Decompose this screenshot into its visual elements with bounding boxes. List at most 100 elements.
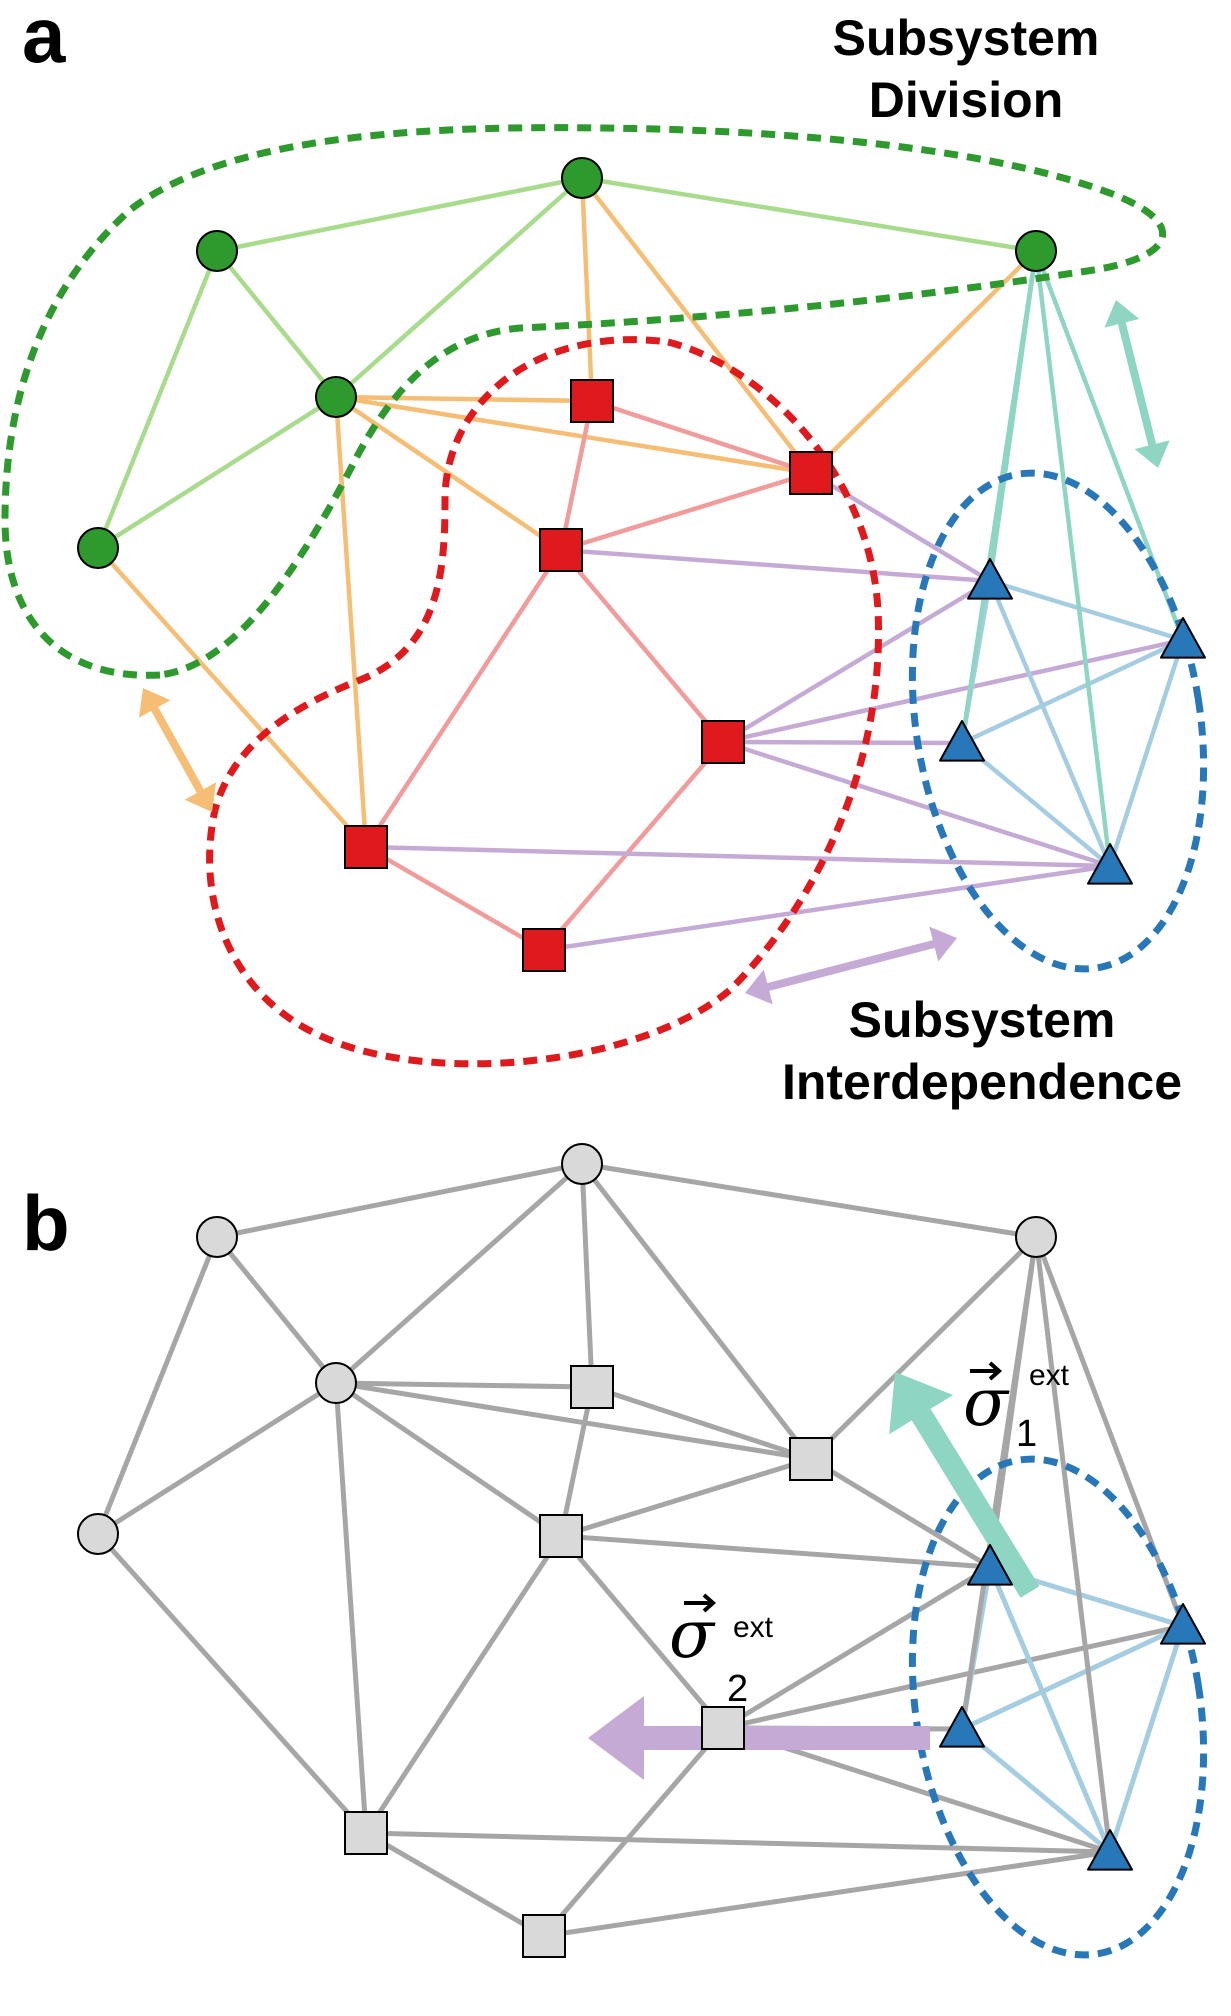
circle-node-G1: [561, 1143, 603, 1185]
blue-subsystem-boundary-b: [908, 1455, 1208, 1959]
edge-R6-B4: [541, 1849, 1113, 1939]
edge-G3-R2: [808, 1234, 1039, 1462]
edge-R5-B4: [363, 1830, 1113, 1855]
edge-G4-R5: [333, 1380, 369, 1836]
red-subsystem-boundary: [206, 336, 883, 1068]
edge-G2-G4: [214, 1234, 339, 1386]
edge-R5-B4: [363, 844, 1113, 869]
sigma-1-symbol: σ: [963, 1364, 1010, 1441]
edge-R3-R5: [363, 547, 564, 850]
sigma-2-vector-arrow: [684, 1593, 717, 1613]
panel-a-interdependence-arrows: [138, 300, 1170, 1005]
circle-node-G3: [1015, 1216, 1057, 1258]
edge-G2-G5: [95, 1234, 220, 1537]
edge-G3-B4: [1033, 1234, 1113, 1855]
edge-B2-B3: [959, 1623, 1186, 1732]
edge-R4-B1: [720, 1564, 993, 1731]
triangle-node-B4: [1087, 1829, 1133, 1871]
edge-G1-R2: [579, 1161, 814, 1462]
edge-R1-R3: [558, 1384, 595, 1539]
triangle-node-B3: [939, 720, 985, 762]
edge-R5-R6: [363, 844, 547, 953]
square-node-R5: [344, 1811, 388, 1855]
triangle-node-B1: [967, 1544, 1013, 1586]
panel-a-subsystem-boundaries: [1, 124, 1208, 1068]
caption-subsystem-division-line2: Division: [869, 72, 1063, 128]
edge-G4-G5: [95, 394, 339, 551]
circle-node-G2: [196, 1216, 238, 1258]
edge-G3-B3: [959, 248, 1039, 746]
square-node-R4: [701, 720, 745, 764]
square-node-R1: [570, 1365, 614, 1409]
edge-G4-R2: [333, 394, 814, 476]
edge-B1-B4: [987, 1564, 1113, 1855]
edge-R3-R2: [558, 470, 814, 553]
triangle-node-B3: [939, 1706, 985, 1748]
sigma-2-subscript: 2: [727, 1668, 748, 1710]
edge-R4-B2: [720, 637, 1186, 745]
caption-subsystem-division-line1: Subsystem: [833, 10, 1100, 66]
triangle-node-B1: [967, 558, 1013, 600]
sigma-1-superscript: ext: [1029, 1359, 1070, 1392]
edge-R1-R2: [589, 398, 814, 476]
edge-R5-R6: [363, 1830, 547, 1939]
edge-G5-R5: [95, 545, 369, 850]
edge-R1-R2: [589, 1384, 814, 1462]
edge-R4-B1: [720, 578, 993, 745]
panel-a: a Subsystem Division Subsystem Interdepe…: [1, 0, 1208, 1110]
sigma-2-superscript: ext: [733, 1611, 774, 1644]
edge-G1-G3: [579, 175, 1039, 254]
square-node-R5: [344, 825, 388, 869]
circle-node-G5: [77, 1513, 119, 1555]
circle-node-G4: [315, 376, 357, 418]
square-node-R6: [522, 1914, 566, 1958]
edge-G4-R3: [333, 1380, 564, 1539]
caption-subsystem-interdependence-line2: Interdependence: [782, 1054, 1182, 1110]
edge-R2-B1: [808, 1456, 993, 1570]
edge-G4-R5: [333, 394, 369, 850]
panel-b-letter: b: [22, 1179, 70, 1267]
sigma-1-subscript: 1: [1016, 1413, 1037, 1455]
sigma-1-vector-arrow: [970, 1361, 1003, 1381]
triangle-node-B2: [1160, 1603, 1206, 1645]
circle-node-G2: [196, 230, 238, 272]
circle-node-G1: [561, 157, 603, 199]
edge-R3-B1: [558, 547, 993, 584]
circle-node-G5: [77, 527, 119, 569]
square-node-R3: [539, 528, 583, 572]
edge-R4-R6: [541, 739, 726, 953]
edge-R1-R3: [558, 398, 595, 553]
edge-B2-B4: [1107, 637, 1186, 869]
edge-G1-R2: [579, 175, 814, 476]
edge-B1-B2: [987, 578, 1186, 643]
square-node-R3: [539, 1514, 583, 1558]
orange-double-arrow: [138, 688, 217, 812]
edge-R4-B2: [720, 1623, 1186, 1731]
sigma-ext-2-arrow: [588, 1696, 930, 1780]
green-subsystem-boundary: [1, 124, 1166, 679]
edge-G4-R1: [333, 394, 595, 404]
edge-G1-R1: [579, 1161, 595, 1390]
edge-G3-B2: [1033, 248, 1186, 643]
panel-a-nodes: [77, 157, 1206, 972]
edge-R3-R4: [558, 1533, 726, 1731]
sigma-ext-1-label: σ ext 1: [963, 1359, 1070, 1455]
panel-a-letter: a: [22, 0, 66, 79]
edge-G3-B4: [1033, 248, 1113, 869]
sigma-ext-2-label: σ ext 2: [669, 1593, 774, 1710]
edge-G1-R1: [579, 175, 595, 404]
edge-R4-B3: [720, 739, 965, 746]
edge-B3-B4: [959, 740, 1113, 869]
edge-G1-G4: [333, 1161, 585, 1386]
edge-B2-B3: [959, 637, 1186, 746]
edge-G1-G3: [579, 1161, 1039, 1240]
panel-a-edges: [95, 175, 1186, 953]
caption-subsystem-interdependence-line1: Subsystem: [849, 992, 1116, 1048]
circle-node-G3: [1015, 230, 1057, 272]
edge-R3-R2: [558, 1456, 814, 1539]
square-node-R4: [701, 1706, 745, 1750]
edge-G3-B2: [1033, 1234, 1186, 1629]
edge-R3-R4: [558, 547, 726, 745]
square-node-R1: [570, 379, 614, 423]
